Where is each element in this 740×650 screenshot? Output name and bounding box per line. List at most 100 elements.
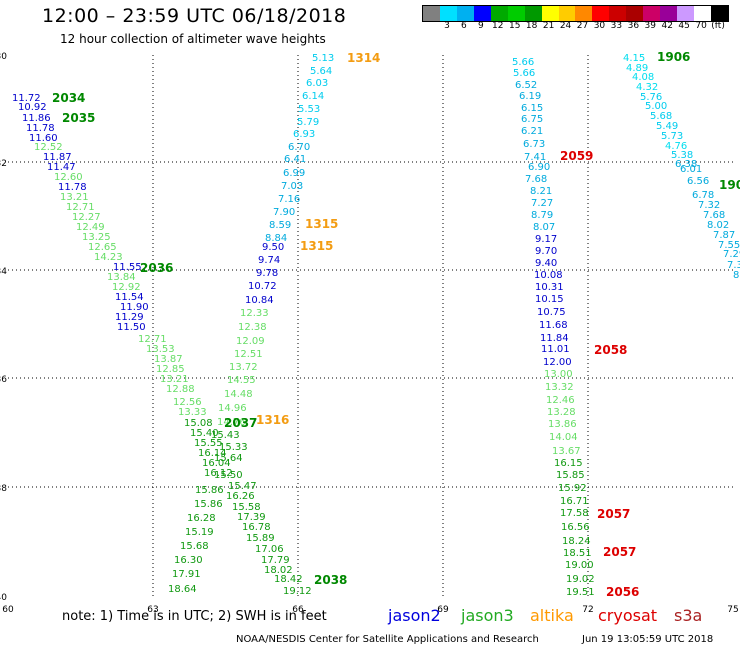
wave-height-value: 15.50 (214, 470, 243, 481)
legend-jason3: jason3 (461, 606, 514, 625)
wave-height-value: 5.00 (645, 101, 667, 112)
wave-height-value: 9.74 (258, 255, 280, 266)
wave-height-value: 13.67 (552, 446, 581, 457)
wave-height-value: 6.38 (675, 159, 697, 170)
wave-height-value: 11.84 (540, 333, 569, 344)
pass-time-label: 2036 (140, 261, 173, 275)
wave-height-value: 4.15 (623, 53, 645, 64)
color-swatch (660, 6, 678, 21)
wave-height-value: 15.58 (232, 502, 261, 513)
units-note: note: 1) Time is in UTC; 2) SWH is in fe… (62, 609, 327, 624)
wave-height-value: 18.42 (274, 574, 303, 585)
wave-height-value: 7.87 (713, 230, 735, 241)
wave-height-value: 19.02 (566, 574, 595, 585)
legend-jason2: jason2 (388, 606, 441, 625)
wave-height-value: 12.85 (156, 364, 185, 375)
wave-height-value: 15.64 (214, 453, 243, 464)
wave-height-value: 7.68 (703, 210, 725, 221)
color-swatch (710, 6, 728, 21)
color-scale-label: 24 (559, 21, 572, 31)
wave-height-value: 7.16 (278, 194, 300, 205)
color-scale-label: 6 (461, 21, 467, 31)
wave-height-value: 13.00 (544, 369, 573, 380)
wave-height-value: 11.54 (115, 292, 144, 303)
legend-s3a: s3a (674, 606, 703, 625)
map-title: 12:00 – 23:59 UTC 06/18/2018 (42, 5, 347, 27)
color-scale-label: 3 (444, 21, 450, 31)
wave-height-value: 7.41 (524, 152, 546, 163)
wave-height-value: 11.78 (26, 123, 55, 134)
wave-height-value: 6.15 (521, 103, 543, 114)
wave-height-value: 12.33 (240, 308, 269, 319)
wave-height-value: 7.68 (525, 174, 547, 185)
wave-height-value: 10.92 (18, 102, 47, 113)
color-scale-label: 9 (477, 21, 484, 31)
wave-height-value: 8.07 (533, 222, 555, 233)
color-scale-label: 45 (678, 21, 690, 31)
color-scale-label: 42 (661, 21, 673, 31)
map-subtitle: 12 hour collection of altimeter wave hei… (60, 32, 326, 46)
wave-height-value: 16.15 (554, 458, 583, 469)
longitude-tick-label: 66 (292, 605, 304, 615)
wave-height-value: 13.53 (146, 344, 175, 355)
wave-height-value: 13.21 (160, 374, 189, 385)
color-scale-label: (ft) (711, 21, 725, 31)
wave-height-value: 16.56 (561, 522, 590, 533)
wave-height-value: 16.12 (204, 468, 233, 479)
wave-height-value: 5.68 (650, 111, 672, 122)
wave-height-value: 4.32 (636, 82, 658, 93)
wave-height-value: 19.51 (566, 587, 595, 598)
wave-height-value: 12.38 (238, 322, 267, 333)
color-scale-label: 15 (508, 21, 521, 31)
wave-height-value: 12.56 (173, 397, 202, 408)
color-scale-labels: 3 6 9 12 15 18 21 24 27 30 33 36 39 42 45 70 (ft) (422, 21, 729, 33)
color-scale-label: 36 (627, 21, 640, 31)
wave-height-value: 11.60 (29, 133, 58, 144)
wave-height-value: 6.03 (306, 78, 328, 89)
wave-height-value: 12.27 (72, 212, 101, 223)
longitude-tick-label: 60 (2, 605, 14, 615)
wave-height-value: 12.49 (76, 222, 105, 233)
longitude-tick-label: 75 (727, 605, 738, 615)
wave-height-value: 8.84 (265, 233, 287, 244)
wave-height-value: 18.51 (563, 548, 592, 559)
wave-height-value: 6.93 (293, 129, 315, 140)
wave-height-value: 19.12 (283, 586, 312, 597)
wave-height-value: 17.79 (261, 555, 290, 566)
wave-height-value: 13.86 (548, 419, 577, 430)
wave-height-value: 6.99 (283, 168, 305, 179)
wave-height-value: 7.03 (281, 181, 303, 192)
wave-height-value: 15.92 (558, 483, 587, 494)
latitude-tick-label: -38 (0, 484, 7, 494)
wave-height-value: 13.25 (82, 232, 111, 243)
wave-height-value: 19.00 (565, 560, 594, 571)
color-swatch (592, 6, 610, 21)
wave-height-value: 4.89 (626, 63, 648, 74)
latitude-tick-label: -34 (0, 267, 7, 277)
wave-height-value: 10.15 (535, 294, 564, 305)
wave-height-value: 11.47 (47, 162, 76, 173)
color-swatch (626, 6, 644, 21)
wave-height-value: 5.49 (656, 121, 678, 132)
wave-height-value: 12.92 (112, 282, 141, 293)
longitude-tick-label: 63 (147, 605, 158, 615)
wave-height-value: 15.86 (194, 499, 223, 510)
color-swatch (541, 6, 559, 21)
color-swatch (609, 6, 627, 21)
wave-height-value: 9.17 (535, 234, 557, 245)
wave-height-value: 9.78 (256, 268, 278, 279)
wave-height-value: 15.40 (190, 428, 219, 439)
wave-height-value: 13.84 (107, 272, 136, 283)
wave-height-value: 10.84 (245, 295, 274, 306)
pass-time-label: 2037 (224, 416, 257, 430)
wave-height-value: 16.14 (198, 448, 227, 459)
wave-height-value: 6.70 (288, 142, 310, 153)
color-swatch (677, 6, 694, 21)
wave-height-value: 15.47 (228, 481, 257, 492)
wave-height-value: 14.96 (218, 403, 247, 414)
wave-height-value: 9.70 (535, 246, 557, 257)
wave-height-value: 11.78 (58, 182, 87, 193)
latitude-tick-label: -40 (0, 593, 7, 603)
color-swatch (507, 6, 525, 21)
